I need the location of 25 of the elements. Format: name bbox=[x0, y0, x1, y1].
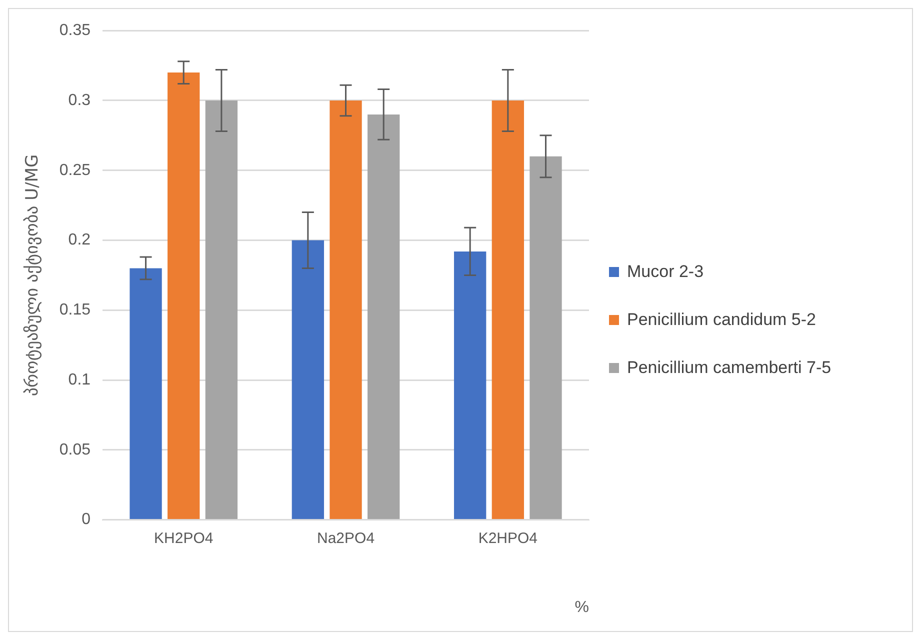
y-tick-label: 0.15 bbox=[59, 302, 91, 319]
bar bbox=[330, 100, 362, 520]
x-tick-label: KH2PO4 bbox=[154, 530, 214, 547]
legend-label: Mucor 2-3 bbox=[627, 261, 704, 283]
y-tick-label: 0.3 bbox=[68, 92, 91, 109]
x-tick-label: K2HPO4 bbox=[478, 530, 538, 547]
y-tick-label: 0.1 bbox=[68, 371, 91, 388]
bar bbox=[292, 240, 324, 520]
y-tick-label: 0.05 bbox=[59, 441, 91, 458]
legend-label: Penicillium candidum 5-2 bbox=[627, 309, 816, 331]
y-axis-title: პროტეაზული აქტივობა U/MG bbox=[22, 154, 43, 396]
bar bbox=[168, 72, 200, 520]
y-tick-label: 0.25 bbox=[59, 162, 91, 179]
x-axis-title: % bbox=[574, 598, 589, 616]
y-tick-label: 0.2 bbox=[68, 232, 91, 249]
bar bbox=[454, 251, 486, 520]
bar bbox=[530, 156, 562, 520]
bar bbox=[492, 100, 524, 520]
bar bbox=[130, 268, 162, 520]
y-tick-label: 0 bbox=[82, 511, 91, 528]
bar bbox=[205, 100, 238, 520]
bar bbox=[368, 114, 400, 520]
legend-label: Penicillium camemberti 7-5 bbox=[627, 357, 832, 379]
x-tick-label: Na2PO4 bbox=[316, 530, 375, 547]
y-tick-label: 0.35 bbox=[59, 22, 91, 40]
